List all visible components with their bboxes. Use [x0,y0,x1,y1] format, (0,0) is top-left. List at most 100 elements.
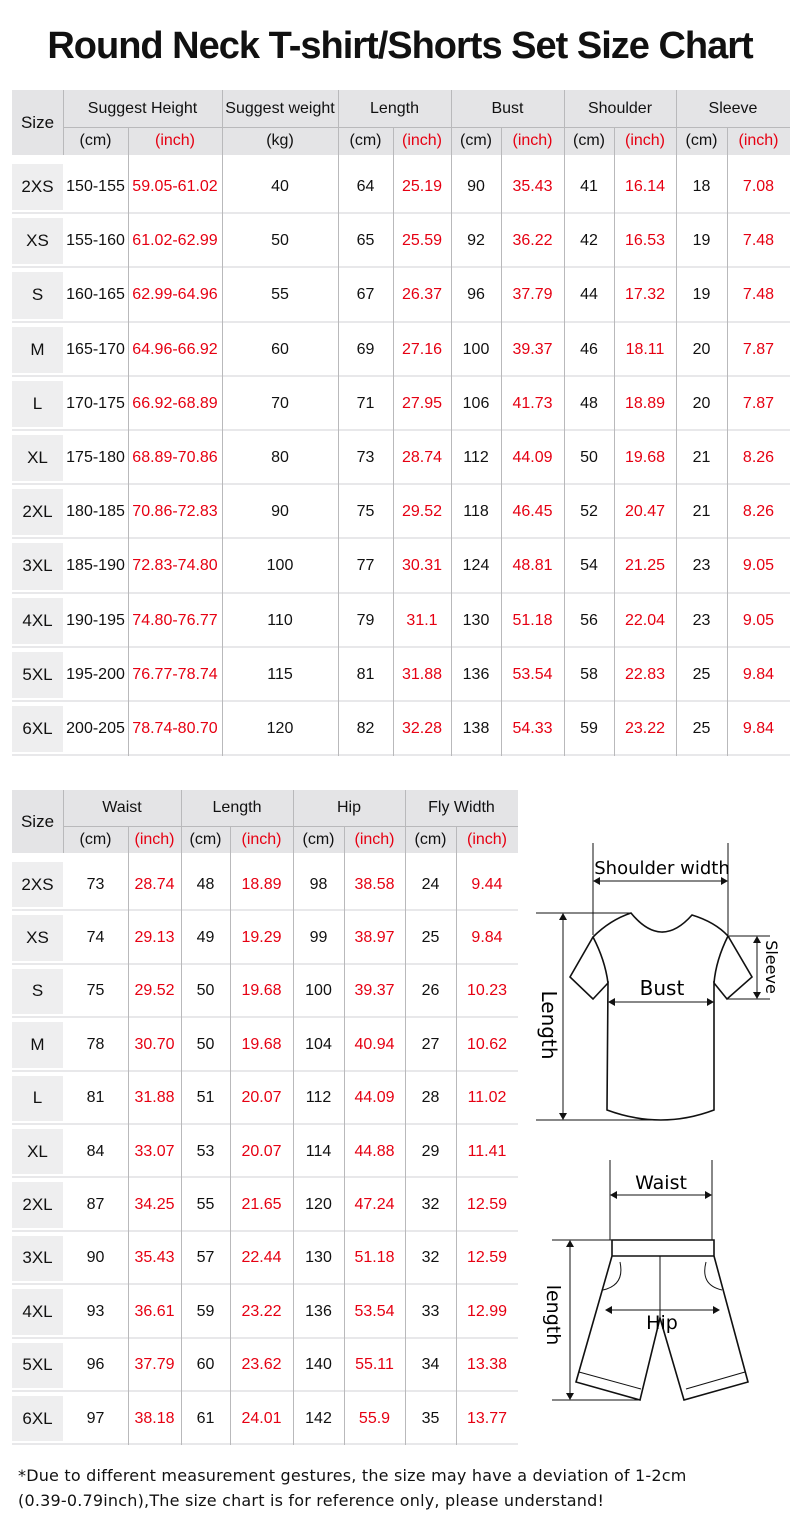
bust-label: Bust [640,976,685,1000]
value-cell: 48 [196,875,215,893]
value-cell: 31.88 [401,665,443,683]
value-cell: 155-160 [66,232,125,250]
value-cell: 51 [196,1089,215,1107]
size-label-cell: L [12,380,63,427]
column-divider [338,90,339,757]
value-cell: 84 [86,1142,105,1160]
row-divider [12,374,790,377]
value-cell: 36.22 [512,232,553,250]
value-cell: 32 [421,1249,440,1267]
value-cell: 75 [86,982,105,1000]
value-cell: 93 [86,1302,105,1320]
unit-header: (inch) [354,830,395,848]
value-cell: 74 [86,929,105,947]
row-divider [12,1123,518,1125]
value-cell: 78 [86,1035,105,1053]
unit-header: (kg) [266,132,294,149]
value-cell: 23 [692,611,711,629]
value-cell: 20.07 [241,1142,282,1160]
value-cell: 120 [305,1196,332,1214]
column-divider [63,790,64,853]
column-group-header: Length [212,799,262,816]
value-cell: 28 [421,1089,440,1107]
value-cell: 18.89 [241,875,282,893]
value-cell: 54 [580,557,598,575]
unit-header: (cm) [460,132,492,149]
value-cell: 34 [421,1356,440,1374]
row-divider [12,320,790,323]
size-label-cell: XL [12,1129,63,1175]
value-cell: 37.79 [512,286,553,304]
size-label-cell: L [12,1075,63,1121]
value-cell: 64.96-66.92 [132,340,218,358]
column-divider [181,790,182,1446]
value-cell: 44.09 [512,449,553,467]
value-cell: 150-155 [66,178,125,196]
size-label-cell: 5XL [12,1342,63,1388]
value-cell: 20 [692,394,711,412]
row-divider [12,754,790,757]
value-cell: 56 [580,611,598,629]
value-cell: 23.22 [624,720,666,738]
size-label-cell: 4XL [12,597,63,644]
column-divider [676,90,677,757]
value-cell: 69 [356,340,375,358]
row-divider [12,1443,518,1446]
value-cell: 16.14 [624,178,666,196]
column-divider [293,790,294,1446]
value-cell: 39.37 [512,340,553,358]
unit-header: (cm) [79,830,112,848]
value-cell: 18.89 [624,394,666,412]
value-cell: 53 [196,1142,215,1160]
column-divider [727,127,728,757]
column-divider [63,90,64,155]
column-group-header: Bust [491,99,524,117]
value-cell: 27 [421,1035,440,1053]
value-cell: 195-200 [66,665,125,683]
value-cell: 124 [462,557,490,575]
value-cell: 19.68 [624,449,666,467]
column-group-header: Hip [336,799,361,816]
value-cell: 21.65 [241,1196,282,1214]
column-divider [128,127,129,757]
value-cell: 10.62 [466,1035,508,1053]
value-cell: 90 [467,178,485,196]
column-group-header: Waist [102,799,142,816]
value-cell: 21 [692,449,711,467]
value-cell: 30.31 [401,557,443,575]
row-divider [12,1176,518,1179]
value-cell: 47.24 [354,1196,395,1214]
value-cell: 190-195 [66,611,125,629]
column-divider [614,127,615,757]
value-cell: 99 [309,929,328,947]
value-cell: 19.29 [241,929,282,947]
unit-header: (inch) [401,132,442,149]
page-title: Round Neck T-shirt/Shorts Set Size Chart [47,25,753,67]
value-cell: 29 [421,1142,440,1160]
row-divider [12,212,790,215]
value-cell: 21 [692,503,711,521]
column-divider [222,90,223,757]
unit-header: (inch) [512,132,553,149]
value-cell: 33 [421,1302,440,1320]
value-cell: 97 [86,1409,105,1427]
value-cell: 19.68 [241,1035,282,1053]
value-cell: 115 [267,665,293,683]
value-cell: 48.81 [512,557,553,575]
value-cell: 9.84 [742,720,775,738]
shorts-header-bg [12,790,518,853]
value-cell: 112 [463,449,489,467]
value-cell: 59 [196,1302,215,1320]
row-divider [12,1016,518,1019]
value-cell: 8.26 [742,449,775,467]
value-cell: 78.74-80.70 [132,720,218,738]
tshirt-outline [568,912,754,1121]
unit-header: (cm) [349,132,382,149]
value-cell: 23.22 [241,1302,282,1320]
value-cell: 33.07 [134,1142,175,1160]
unit-header: (cm) [685,132,718,149]
value-cell: 170-175 [66,394,125,412]
value-cell: 21.25 [624,557,666,575]
column-group-header: Sleeve [708,99,758,117]
value-cell: 44.88 [354,1142,395,1160]
